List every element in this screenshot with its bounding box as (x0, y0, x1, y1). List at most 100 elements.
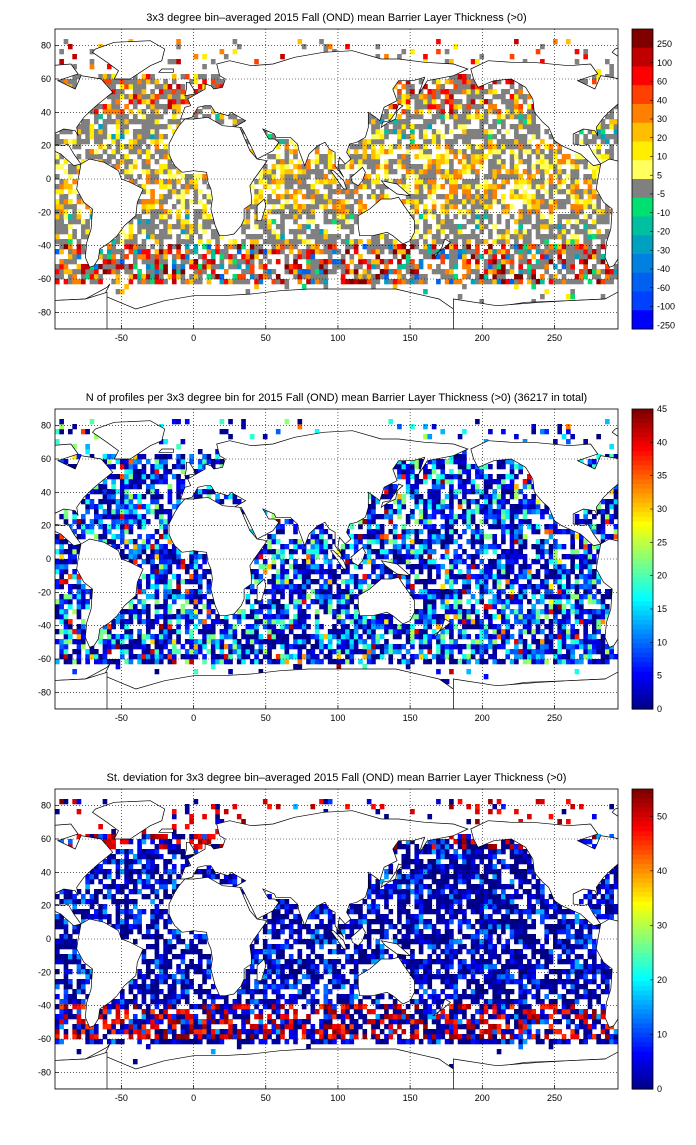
data-bin (466, 579, 471, 584)
data-bin (393, 549, 398, 554)
data-bin (259, 574, 264, 579)
data-bin (146, 654, 151, 659)
data-bin (116, 239, 121, 244)
data-bin (449, 604, 454, 609)
data-bin (536, 644, 541, 649)
data-bin (583, 134, 588, 139)
data-bin (371, 264, 376, 269)
data-bin (220, 619, 225, 624)
data-bin (315, 614, 320, 619)
data-bin (553, 189, 558, 194)
data-bin (588, 659, 593, 664)
data-bin (246, 634, 251, 639)
data-bin (557, 214, 562, 219)
data-bin (501, 89, 506, 94)
colorbar-tick-label: 30 (657, 114, 667, 124)
data-bin (562, 654, 567, 659)
data-bin (285, 579, 290, 584)
data-bin (432, 614, 437, 619)
data-bin (549, 554, 554, 559)
data-bin (254, 179, 259, 184)
data-bin (562, 644, 567, 649)
data-bin (202, 214, 207, 219)
data-bin (501, 244, 506, 249)
data-bin (440, 589, 445, 594)
data-bin (276, 579, 281, 584)
data-bin (263, 224, 268, 229)
data-bin (588, 554, 593, 559)
data-bin (311, 554, 316, 559)
data-bin (311, 559, 316, 564)
data-bin (194, 609, 199, 614)
data-bin (185, 279, 190, 284)
data-bin (466, 644, 471, 649)
data-bin (462, 234, 467, 239)
data-bin (146, 174, 151, 179)
data-bin (367, 549, 372, 554)
data-bin (111, 94, 116, 99)
data-bin (59, 654, 64, 659)
data-bin (449, 89, 454, 94)
data-bin (194, 649, 199, 654)
data-bin (198, 214, 203, 219)
data-bin (453, 659, 458, 664)
data-bin (64, 624, 69, 629)
data-bin (319, 574, 324, 579)
data-bin (159, 564, 164, 569)
data-bin (471, 644, 476, 649)
data-bin (176, 559, 181, 564)
data-bin (124, 94, 129, 99)
data-bin (81, 629, 86, 634)
data-bin (68, 584, 73, 589)
data-bin (471, 114, 476, 119)
data-bin (176, 244, 181, 249)
data-bin (540, 274, 545, 279)
data-bin (536, 629, 541, 634)
data-bin (440, 614, 445, 619)
data-bin (107, 634, 112, 639)
data-bin (497, 554, 502, 559)
data-bin (605, 594, 610, 599)
data-bin (298, 609, 303, 614)
data-bin (254, 609, 259, 614)
data-bin (583, 239, 588, 244)
data-bin (163, 214, 168, 219)
data-bin (133, 639, 138, 644)
data-bin (596, 254, 601, 259)
data-bin (393, 249, 398, 254)
data-bin (458, 119, 463, 124)
data-bin (72, 189, 77, 194)
data-bin (583, 584, 588, 589)
data-bin (440, 554, 445, 559)
data-bin (570, 559, 575, 564)
data-bin (488, 104, 493, 109)
data-bin (159, 259, 164, 264)
data-bin (59, 639, 64, 644)
data-bin (466, 144, 471, 149)
data-bin (566, 649, 571, 654)
data-bin (462, 134, 467, 139)
data-bin (362, 184, 367, 189)
data-bin (449, 204, 454, 209)
data-bin (272, 249, 277, 254)
data-bin (237, 249, 242, 254)
data-bin (575, 594, 580, 599)
data-bin (354, 639, 359, 644)
data-bin (601, 124, 606, 129)
data-bin (518, 174, 523, 179)
data-bin (384, 549, 389, 554)
data-bin (492, 169, 497, 174)
data-bin (462, 239, 467, 244)
data-bin (458, 294, 463, 299)
data-bin (592, 594, 597, 599)
data-bin (341, 569, 346, 574)
data-bin (68, 559, 73, 564)
data-bin (358, 239, 363, 244)
data-bin (436, 659, 441, 664)
data-bin (453, 554, 458, 559)
data-bin (207, 649, 212, 654)
data-bin (601, 209, 606, 214)
data-bin (579, 209, 584, 214)
data-bin (479, 599, 484, 604)
data-bin (276, 654, 281, 659)
